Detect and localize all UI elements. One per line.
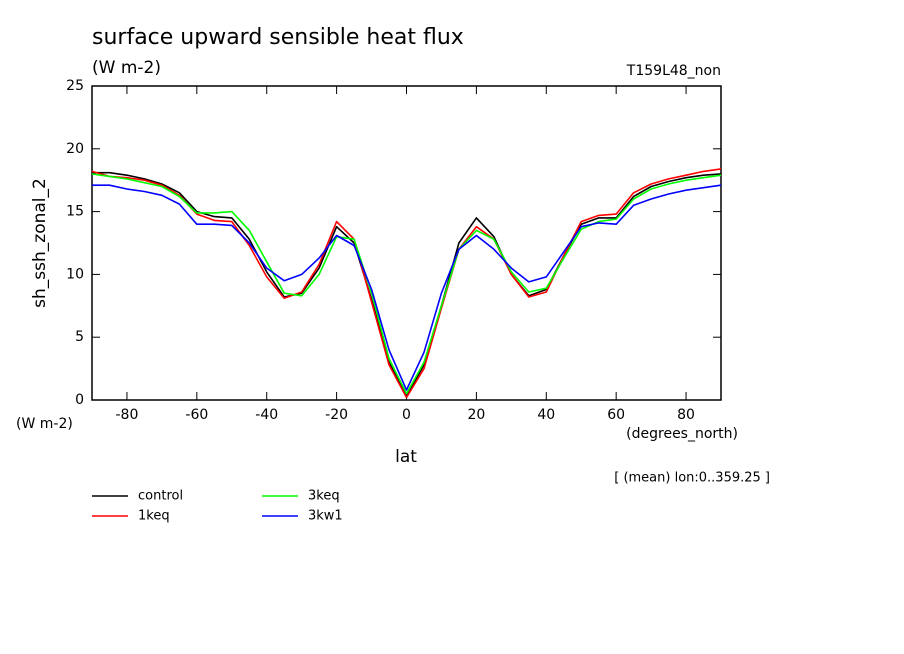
y-tick-label: 5: [75, 329, 84, 345]
x-axis-label: lat: [395, 447, 417, 467]
run-label: T159L48_non: [626, 63, 721, 79]
series-line: [92, 184, 722, 391]
y-tick-label: 25: [66, 78, 84, 94]
x-tick-label: -60: [185, 407, 208, 423]
legend-label: 1keq: [138, 509, 170, 524]
series-line: [91, 168, 722, 399]
legend-label: 3keq: [308, 489, 340, 504]
legend-label: control: [138, 489, 183, 504]
chart-subtitle: (W m-2): [92, 58, 161, 78]
series-line: [91, 173, 722, 395]
x-tick-label: 60: [607, 407, 625, 423]
x-tick-label: 0: [402, 407, 411, 423]
legend-label: 3kw1: [308, 509, 343, 524]
x-tick-label: 40: [537, 407, 555, 423]
x-tick-label: 80: [677, 407, 695, 423]
y-tick-label: 20: [66, 141, 84, 157]
x-tick-label: -40: [255, 407, 278, 423]
chart-title: surface upward sensible heat flux: [92, 25, 464, 50]
y-axis-label: sh_ssh_zonal_2: [30, 178, 50, 308]
y-tick-label: 15: [66, 204, 84, 220]
annotation: [ (mean) lon:0..359.25 ]: [614, 471, 770, 486]
x-tick-label: -80: [116, 407, 139, 423]
x-units: (degrees_north): [626, 426, 738, 442]
x-tick-label: 20: [467, 407, 485, 423]
y-units: (W m-2): [16, 416, 73, 432]
x-tick-label: -20: [325, 407, 348, 423]
y-tick-label: 0: [75, 392, 84, 408]
y-tick-label: 10: [66, 266, 84, 282]
